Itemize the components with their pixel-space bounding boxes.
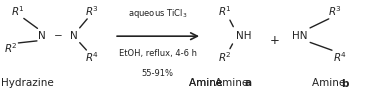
Text: NH: NH xyxy=(235,31,251,41)
Text: $\mathbf{a}$: $\mathbf{a}$ xyxy=(244,78,253,88)
Text: $R^4$: $R^4$ xyxy=(85,50,99,64)
Text: $R^4$: $R^4$ xyxy=(333,50,347,64)
Text: Amine: Amine xyxy=(189,78,226,88)
Text: $R^3$: $R^3$ xyxy=(328,5,342,18)
Text: $R^3$: $R^3$ xyxy=(85,5,99,18)
Text: Amine: Amine xyxy=(312,78,349,88)
Text: $R^2$: $R^2$ xyxy=(3,41,17,55)
Text: +: + xyxy=(269,34,279,47)
Text: $\mathbf{b}$: $\mathbf{b}$ xyxy=(341,77,350,89)
Text: EtOH, reflux, 4-6 h: EtOH, reflux, 4-6 h xyxy=(119,49,197,58)
Text: $R^2$: $R^2$ xyxy=(218,50,232,64)
Text: 55-91%: 55-91% xyxy=(141,69,174,78)
Text: −: − xyxy=(54,31,63,41)
Text: aqueous TiCl$_3$: aqueous TiCl$_3$ xyxy=(128,7,187,20)
Text: Hydrazine: Hydrazine xyxy=(2,78,54,88)
Text: $R^1$: $R^1$ xyxy=(11,5,25,18)
Text: N: N xyxy=(70,31,78,41)
Text: $R^1$: $R^1$ xyxy=(218,5,232,18)
Text: Amine: Amine xyxy=(215,78,252,88)
Text: HN: HN xyxy=(292,31,308,41)
Text: N: N xyxy=(38,31,46,41)
Text: Amine: Amine xyxy=(189,78,225,88)
